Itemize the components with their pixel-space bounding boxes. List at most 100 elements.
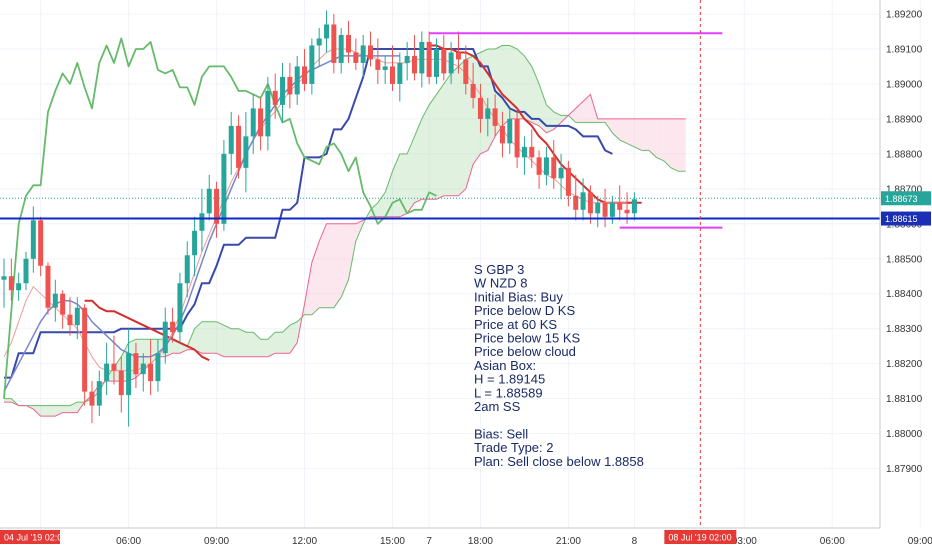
candle-body [448,52,454,74]
candle-body [587,192,593,214]
cloud-segment [421,104,430,200]
cloud-segment [370,202,378,217]
series-line-lagging [3,37,437,399]
start-date-badge-box [0,530,60,544]
hline-price-badge-box [881,211,931,226]
candle-body [170,321,176,333]
candle-body [104,363,110,382]
cloud-segment [55,405,63,417]
candle-body [1,276,7,280]
candle-body [111,363,117,371]
cloud-segment [245,332,254,357]
candle-body [258,108,264,137]
cloud-segment [231,328,239,357]
annotation-line: Asian Box: [474,358,536,373]
candle-body [529,146,535,158]
candle-body [551,157,557,179]
annotation-line: Bias: Sell [474,426,528,441]
y-tick-label: 1.89100 [886,44,923,55]
start-date-badge-text: 04 Jul '19 02:00 [4,533,67,543]
hline-price-badge-text: 1.88615 [885,214,918,224]
candle-body [250,108,256,137]
candle-body [236,125,242,168]
candle-body [45,265,51,308]
candle-body [67,314,73,326]
cloud-segment [656,118,664,161]
cloud-segment [253,332,261,357]
cloud-segment [568,108,576,123]
candle-body [177,283,183,333]
candle-body [60,293,66,315]
candle-body [52,293,58,308]
x-tick-label: 18:00 [468,536,493,547]
cloud-segment [663,118,672,168]
current-price-badge-box [881,191,931,206]
candle-body [338,34,344,63]
candle-body [389,66,395,84]
candle-body [294,66,300,95]
cloud-segment [531,66,540,126]
x-axis: 03:0006:0009:0012:0015:00718:0021:00803:… [0,527,932,547]
cloud-segment [216,321,224,357]
x-tick-label: 8 [632,536,638,547]
candle-body [477,97,483,119]
y-tick-label: 1.88500 [886,254,923,265]
cloud-segment [436,83,444,200]
candle-body [206,188,212,214]
cloud-segment [649,118,657,158]
y-tick-label: 1.89200 [886,9,923,20]
cloud-segment [451,66,459,196]
candle-body [89,391,95,406]
x-tick-label: 06:00 [116,536,141,547]
cloud-segment [194,321,202,354]
candle-body [441,48,447,74]
candle-body [565,167,571,196]
y-tick-label: 1.88400 [886,289,923,300]
y-tick-label: 1.88000 [886,429,923,440]
cloud-segment [443,73,452,196]
candle-body [331,24,337,63]
candle-body [316,38,322,46]
candle-body [82,307,88,392]
end-date-badge-box [664,530,737,544]
annotation-line: S GBP 3 [474,262,524,277]
ichimoku-cloud [4,45,686,417]
candle-body [192,230,198,256]
candle-body [624,209,630,214]
candle-body [463,59,469,84]
candle-body [126,353,132,396]
current-price-badge-text: 1.88673 [885,194,918,204]
candle-body [470,83,476,98]
candle-body [485,108,491,119]
annotation-line: Price at 60 KS [474,317,557,332]
cloud-segment [326,223,334,308]
annotation-line: Initial Bias: Buy [474,289,563,304]
cloud-segment [671,118,679,172]
cloud-segment [209,321,217,354]
candle-body [221,153,227,224]
candle-body [140,363,146,375]
cloud-span-b-line [4,93,686,417]
cloud-segment [407,136,415,214]
candle-body [631,199,637,214]
candle-body [573,195,579,210]
cloud-segment [509,45,518,119]
candle-body [602,202,608,217]
candle-body [521,146,527,158]
candle-body [96,381,102,406]
candle-body [199,213,205,231]
cloud-segment [311,241,320,315]
end-date-badge-text: 08 Jul '19 02:00 [668,533,731,543]
candle-body [228,125,234,154]
y-tick-label: 1.87900 [886,464,923,475]
annotation-line: Price below cloud [474,344,576,359]
x-tick-label: 21:00 [556,536,581,547]
y-tick-label: 1.88700 [886,184,923,195]
cloud-segment [634,118,642,151]
candle-body [324,24,330,39]
cloud-segment [275,332,283,354]
cloud-segment [678,118,686,172]
candle-body [162,321,168,354]
